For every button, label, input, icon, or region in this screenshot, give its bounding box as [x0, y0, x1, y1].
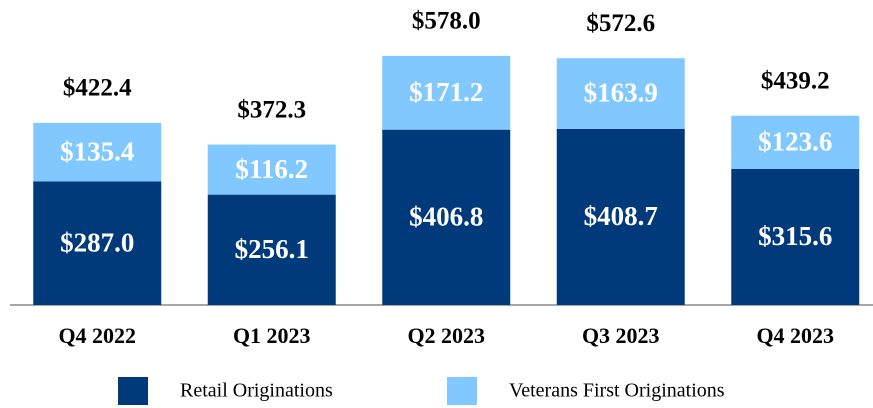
value-label: $406.8: [409, 202, 483, 232]
total-label: $439.2: [761, 67, 830, 94]
value-label: $123.6: [758, 127, 832, 157]
bar-segment: [731, 115, 860, 169]
value-label: $135.4: [60, 136, 134, 166]
bar-segment: [556, 128, 685, 305]
total-label: $572.6: [586, 10, 655, 37]
x-tick-label: Q2 2023: [407, 323, 485, 348]
bar-segment: [33, 122, 162, 182]
value-label: $163.9: [584, 78, 658, 108]
bar-segment: [731, 168, 860, 305]
x-tick-label: Q4 2023: [756, 323, 834, 348]
bar-segment: [382, 55, 511, 130]
value-label: $256.1: [235, 234, 309, 264]
legend-label: Retail Originations: [180, 380, 333, 402]
x-tick-label: Q3 2023: [582, 323, 660, 348]
total-label: $422.4: [63, 75, 132, 102]
bar-segment: [556, 58, 685, 129]
legend-label: Veterans First Originations: [509, 380, 725, 402]
total-label: $578.0: [412, 8, 481, 35]
bar-segment: [207, 194, 336, 305]
x-tick-label: Q1 2023: [233, 323, 311, 348]
value-label: $287.0: [60, 227, 134, 257]
value-label: $315.6: [758, 221, 832, 251]
bar-segment: [33, 181, 162, 305]
bar-segment: [382, 129, 511, 305]
value-label: $408.7: [584, 201, 658, 231]
value-label: $171.2: [409, 77, 483, 107]
value-label: $116.2: [235, 154, 308, 184]
x-tick-label: Q4 2022: [58, 323, 136, 348]
bar-segment: [207, 144, 336, 195]
legend-swatch: [118, 377, 148, 405]
legend-swatch: [447, 377, 477, 405]
total-label: $372.3: [237, 96, 306, 123]
